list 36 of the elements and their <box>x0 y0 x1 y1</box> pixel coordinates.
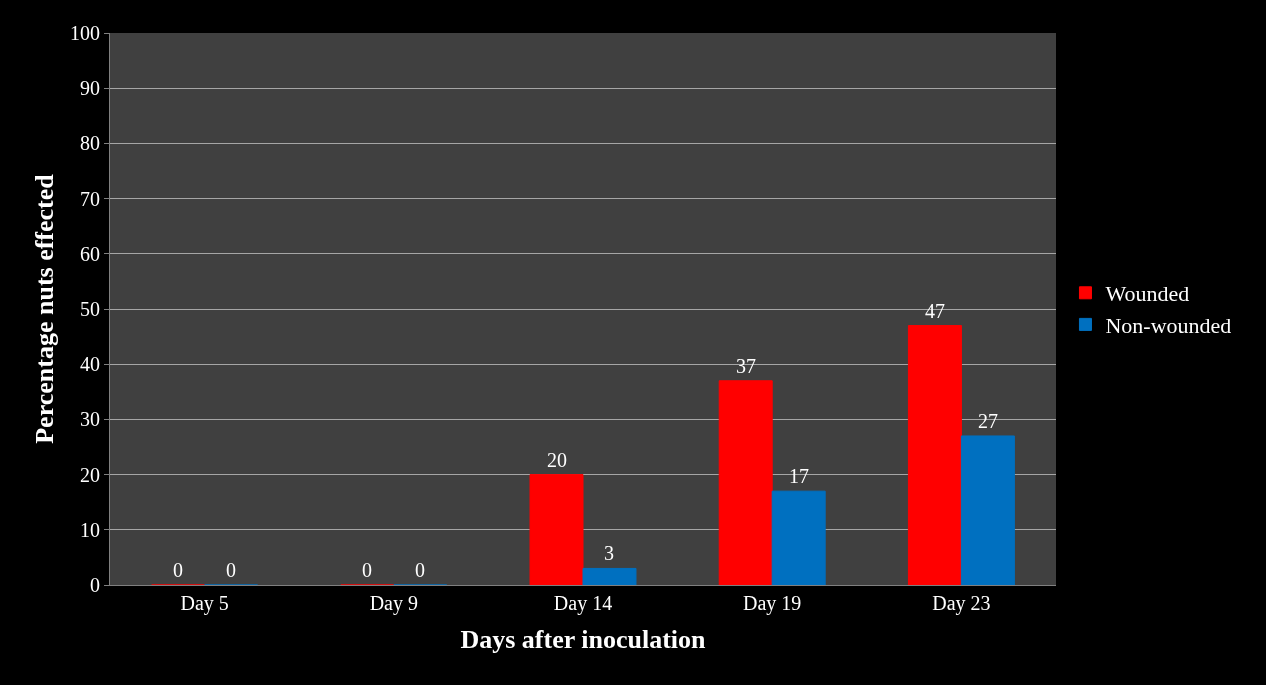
data-label: 17 <box>789 465 809 487</box>
x-tick-label: Day 5 <box>180 592 229 615</box>
bar <box>529 474 584 585</box>
y-tick-label: 80 <box>80 132 100 155</box>
data-label: 0 <box>226 559 236 581</box>
bar <box>907 325 962 585</box>
data-label: 20 <box>547 449 567 471</box>
y-tick-label: 70 <box>80 187 100 210</box>
data-label: 27 <box>978 410 998 432</box>
legend-label: Wounded <box>1105 281 1190 307</box>
legend-label: Non-wounded <box>1105 312 1232 338</box>
y-axis-title: Percentage nuts effected <box>30 173 60 444</box>
data-label: 0 <box>415 559 425 581</box>
y-tick-label: 40 <box>80 353 100 376</box>
y-tick-label: 100 <box>70 22 100 44</box>
bar <box>960 435 1015 585</box>
bar <box>582 567 637 585</box>
y-tick-label: 90 <box>80 77 100 100</box>
data-label: 0 <box>362 559 372 581</box>
x-tick-label: Day 19 <box>743 592 802 615</box>
y-tick-label: 20 <box>80 463 100 486</box>
x-tick-label: Day 9 <box>369 592 418 615</box>
x-axis-title: Days after inoculation <box>460 624 707 654</box>
data-label: 0 <box>173 559 183 581</box>
y-tick-label: 10 <box>80 518 100 541</box>
bar <box>771 490 826 585</box>
bar <box>718 380 773 585</box>
y-tick-label: 30 <box>80 408 100 431</box>
data-label: 47 <box>925 300 945 322</box>
y-tick-label: 0 <box>90 574 100 596</box>
x-tick-label: Day 14 <box>553 592 613 615</box>
y-tick-label: 50 <box>80 298 100 320</box>
data-label: 37 <box>736 355 756 377</box>
x-tick-label: Day 23 <box>932 592 991 615</box>
data-label: 3 <box>604 542 614 564</box>
y-tick-label: 60 <box>80 242 100 265</box>
